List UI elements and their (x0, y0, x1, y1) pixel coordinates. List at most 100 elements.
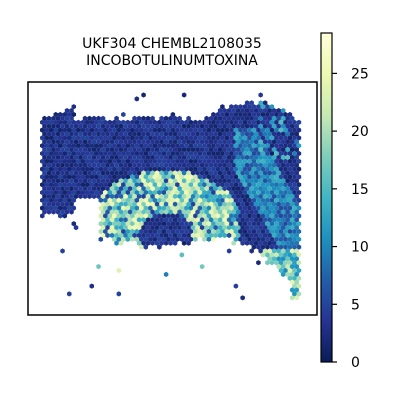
expression-spot (172, 123, 178, 129)
expression-spot (80, 127, 86, 133)
expression-spot (87, 178, 92, 184)
expression-spot (226, 108, 232, 114)
expression-spot (262, 162, 268, 168)
expression-spot (199, 232, 205, 238)
expression-spot (100, 170, 106, 176)
expression-spot (168, 209, 173, 215)
expression-spot (134, 205, 140, 211)
expression-spot (296, 244, 302, 250)
expression-spot (112, 174, 117, 180)
expression-spot (213, 201, 218, 207)
expression-spot (280, 209, 286, 215)
colorbar-tick-label: 0 (351, 355, 360, 371)
expression-spot (267, 217, 272, 223)
expression-spot (118, 225, 124, 231)
expression-spot (193, 205, 198, 211)
expression-spot (136, 240, 142, 246)
expression-spot (157, 158, 162, 164)
expression-spot (46, 123, 52, 129)
expression-spot (51, 131, 56, 137)
expression-spot (292, 166, 297, 172)
expression-spot (166, 213, 171, 219)
expression-spot (258, 186, 263, 192)
expression-spot (195, 131, 200, 137)
expression-spot (211, 213, 216, 219)
expression-spot (247, 213, 252, 219)
expression-spot (103, 150, 108, 157)
expression-spot (262, 154, 268, 160)
expression-spot (199, 186, 205, 192)
expression-spot (67, 127, 72, 133)
expression-spot (222, 232, 227, 238)
expression-spot (58, 213, 63, 219)
expression-spot (60, 115, 65, 121)
expression-spot (256, 174, 261, 180)
expression-spot (292, 174, 297, 180)
expression-spot (159, 193, 164, 199)
expression-spot (107, 221, 113, 227)
expression-spot (235, 170, 241, 176)
expression-spot (105, 217, 110, 223)
expression-spot (121, 174, 126, 180)
expression-spot (289, 139, 295, 145)
expression-spot (287, 244, 293, 250)
expression-spot (55, 123, 61, 129)
expression-spot (222, 225, 227, 231)
expression-spot (109, 193, 115, 199)
expression-spot (132, 209, 137, 215)
expression-spot (231, 170, 236, 176)
expression-spot (172, 232, 178, 238)
expression-spot (269, 260, 275, 266)
expression-spot (170, 182, 176, 188)
expression-spot (215, 197, 221, 203)
expression-spot (105, 162, 110, 168)
expression-spot (222, 123, 227, 129)
expression-spot (49, 182, 54, 188)
expression-spot (220, 166, 225, 172)
expression-spot (53, 158, 59, 164)
expression-spot (87, 131, 92, 137)
expression-spot (193, 228, 198, 235)
expression-spot (141, 193, 146, 199)
expression-spot (265, 119, 270, 125)
expression-spot (161, 197, 167, 203)
expression-spot (292, 189, 297, 196)
expression-spot (71, 158, 77, 164)
expression-spot (235, 225, 241, 231)
expression-spot (186, 147, 191, 153)
expression-spot (96, 154, 101, 160)
expression-spot (215, 143, 221, 149)
expression-spot (69, 193, 74, 199)
expression-spot (188, 150, 194, 157)
expression-spot (148, 182, 153, 188)
expression-spot (112, 158, 117, 164)
expression-spot (244, 154, 250, 160)
expression-spot (152, 213, 158, 219)
expression-spot (82, 162, 88, 168)
expression-spot (269, 135, 275, 141)
expression-spot (145, 123, 151, 129)
expression-spot (211, 111, 216, 118)
expression-spot (62, 197, 68, 203)
expression-spot (251, 150, 257, 157)
expression-spot (168, 147, 173, 153)
expression-spot (220, 228, 225, 235)
expression-spot (166, 174, 171, 180)
expression-spot (224, 135, 230, 141)
expression-spot (217, 217, 223, 223)
expression-spot (76, 127, 81, 133)
expression-spot (163, 170, 169, 176)
expression-spot (289, 279, 295, 285)
expression-spot (148, 189, 153, 196)
expression-spot (69, 123, 74, 129)
expression-spot (256, 127, 261, 133)
expression-spot (177, 154, 182, 160)
expression-spot (64, 139, 70, 145)
expression-spot (262, 240, 268, 246)
expression-spot (217, 225, 223, 231)
expression-spot (116, 213, 122, 219)
expression-spot (276, 232, 281, 238)
expression-spot (89, 150, 95, 157)
expression-spot (280, 225, 286, 231)
